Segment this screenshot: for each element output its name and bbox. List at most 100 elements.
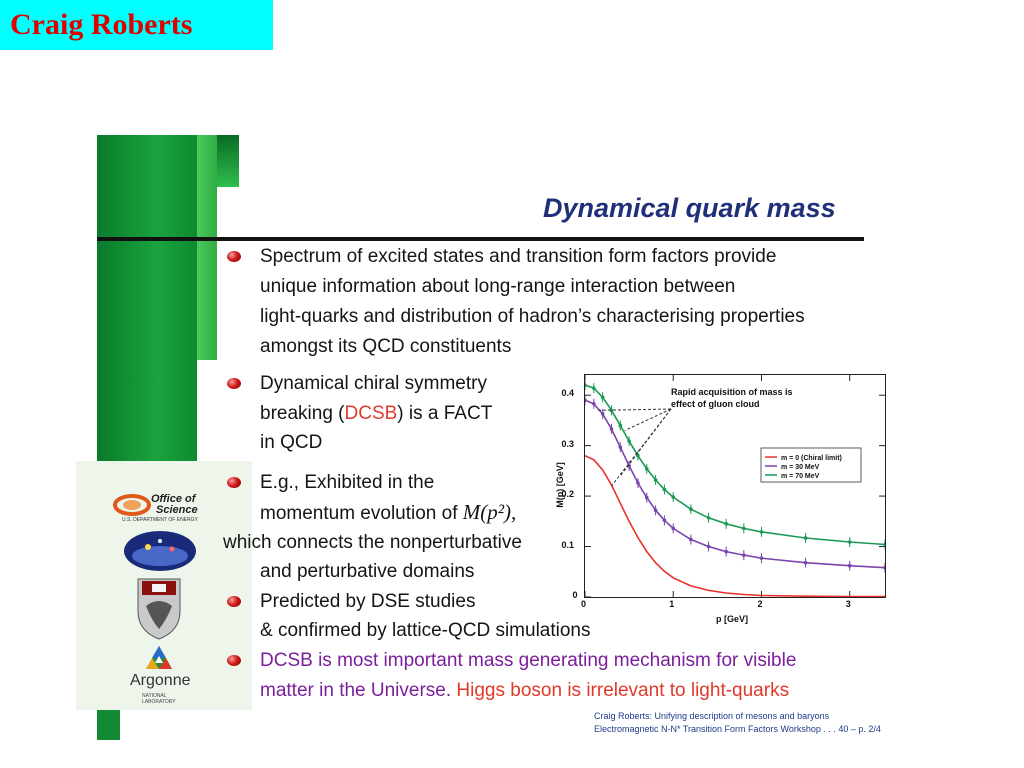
data-point [583,398,587,403]
bullet3-line4: and perturbative domains [260,561,475,582]
green-bar-light [197,135,217,360]
data-point [883,565,887,570]
office-of-science-text-2: Science [156,504,198,516]
dcsb-highlight: DCSB [344,403,398,424]
x-tick-label: 1 [669,599,675,609]
bullet-icon [227,477,241,488]
data-point [706,515,711,520]
data-point [636,481,640,485]
footer-line-1: Craig Roberts: Unifying description of m… [594,711,830,721]
chart-plot-area: Rapid acquisition of mass is effect of gl… [583,375,887,598]
author-name: Craig Roberts [10,8,193,41]
bullet2-line2-post: ) is a FACT [397,403,493,424]
data-point [689,507,693,512]
slide-title: Dynamical quark mass [543,193,836,223]
data-point [592,386,596,390]
y-tick-label: 0.2 [561,489,575,500]
office-of-science-text-3: U.S. DEPARTMENT OF ENERGY [122,517,198,523]
bullet-icon [227,596,241,607]
chart-ylabel: M(p) [GeV] [555,462,565,508]
bullet-icon [227,251,241,262]
data-point [609,427,614,431]
green-bar-bottom [97,710,120,740]
argonne-logo [146,646,172,669]
data-point [671,526,676,531]
bullet3-line2: momentum evolution of M(p²), [260,501,516,525]
data-point [662,487,667,492]
data-point [847,540,852,544]
bullet5-line2: matter in the Universe. Higgs boson is i… [260,680,789,702]
data-point [803,560,808,565]
chart-annotation-line-2: effect of gluon cloud [671,399,760,409]
logo-panel: Office of Science U.S. DEPARTMENT OF ENE… [76,461,252,710]
bullet2-line3: in QCD [260,432,323,453]
bullet1-line2: unique information about long-range inte… [260,276,736,297]
data-point [600,412,605,416]
data-point [592,401,596,406]
series-line-1 [584,399,886,569]
bullet3-line2-text: momentum evolution of [260,503,463,524]
data-point [689,537,693,542]
bullet4-line1: Predicted by DSE studies [260,591,476,612]
y-tick-label: 0.3 [561,438,575,449]
data-point [618,445,623,449]
bullet4-line2: & confirmed by lattice-QCD simulations [260,620,591,641]
green-bar-main [97,135,197,465]
y-tick-label: 0 [572,590,578,600]
bullet-icon [227,378,241,389]
bullet2-line2-pre: breaking ( [260,403,345,424]
data-point [742,553,746,557]
data-point [724,549,728,554]
author-banner [0,0,273,50]
bullet1-line4: amongst its QCD constituents [260,336,512,357]
bullet5-line1: DCSB is most important mass generating m… [260,650,797,671]
bullet2-line1: Dynamical chiral symmetry [260,373,487,394]
bullet1-line1: Spectrum of excited states and transitio… [260,246,777,267]
chart-xlabel: p [GeV] [716,614,749,624]
legend-label: m = 70 MeV [781,473,820,480]
y-tick-label: 0.1 [561,539,575,550]
data-point [759,556,764,560]
data-point [883,542,887,547]
data-point [803,536,808,540]
x-tick-label: 3 [845,599,851,609]
data-point [759,530,764,534]
nuclear-physics-logo [124,531,196,571]
data-point [600,395,605,399]
data-point [583,383,587,387]
bullet3-line3: which connects the nonperturbative [223,532,522,553]
footer-line-2: Electromagnetic N-N* Transition Form Fac… [594,724,881,734]
argonne-subtext: NATIONAL LABORATORY [142,693,176,705]
bullet3-line1: E.g., Exhibited in the [260,472,435,493]
higgs-statement: Higgs boson is irrelevant to light-quark… [456,680,790,701]
y-tick-label: 0.4 [561,388,575,399]
bullet2-line2: breaking (DCSB) is a FACT [260,403,492,425]
office-of-science-text-1: Office of [151,493,196,505]
data-point [618,423,623,428]
legend-label: m = 0 (Chiral limit) [781,455,842,462]
logo-panel-art [113,494,196,669]
data-point [847,563,852,568]
series-line-0 [584,454,885,598]
bullet5-line2-purple: matter in the Universe. [260,680,452,701]
title-rule [97,237,864,241]
bullet1-line3: light-quarks and distribution of hadron’… [260,306,805,327]
data-point [644,495,649,500]
data-point [671,495,676,499]
green-bar-dark [217,135,239,187]
data-point [636,453,640,458]
argonne-text: Argonne [130,672,191,689]
annotation-arrow [624,408,672,431]
legend-label: m = 30 MeV [781,464,820,471]
data-point [662,518,667,523]
data-point [742,526,746,531]
x-tick-label: 2 [757,599,763,609]
data-point [653,508,658,513]
mass-function-math: M(p²), [462,500,517,524]
data-point [609,408,614,413]
chart-annotation-line-1: Rapid acquisition of mass is [671,387,793,397]
x-tick-label: 0 [581,599,587,609]
data-point [653,478,658,482]
university-crest-logo [137,578,181,640]
data-point [627,439,631,443]
